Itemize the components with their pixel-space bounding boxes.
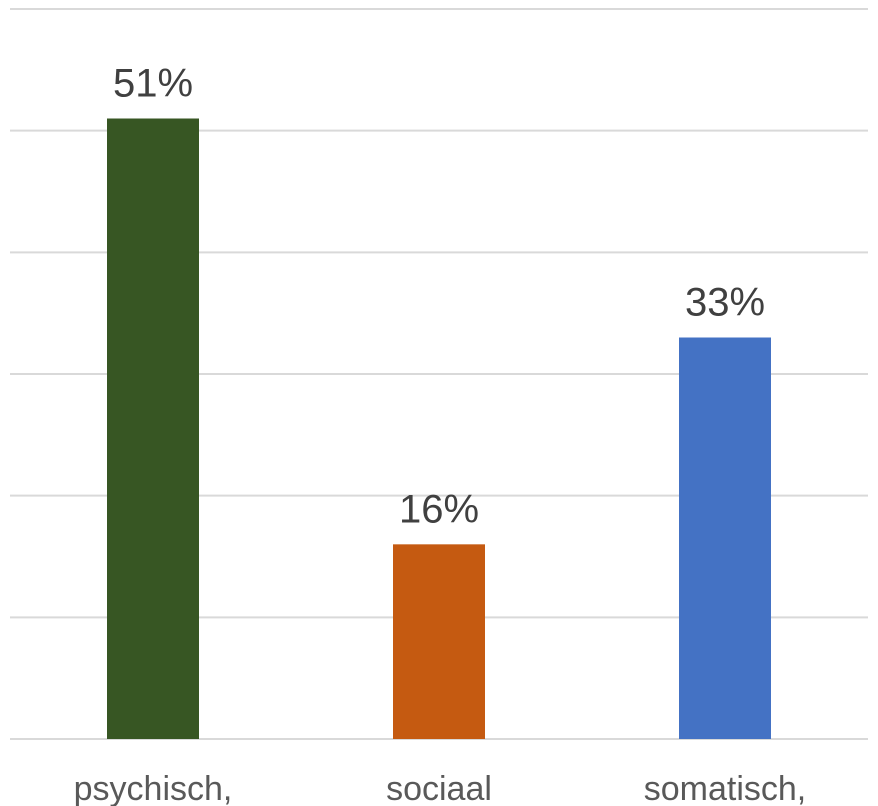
category-label-1: psychisch,	[74, 770, 233, 806]
bar-3	[679, 337, 771, 739]
category-label-2: sociaal	[386, 770, 492, 806]
data-label-1: 51%	[113, 62, 193, 106]
category-labels: psychisch, sociaal somatisch,	[74, 770, 807, 806]
data-label-3: 33%	[685, 281, 765, 325]
bar-2	[393, 544, 485, 739]
category-label-3: somatisch,	[644, 770, 807, 806]
bar-1	[107, 118, 199, 739]
bars	[107, 118, 771, 739]
data-label-2: 16%	[399, 487, 479, 531]
data-labels: 51% 16% 33%	[113, 62, 765, 532]
